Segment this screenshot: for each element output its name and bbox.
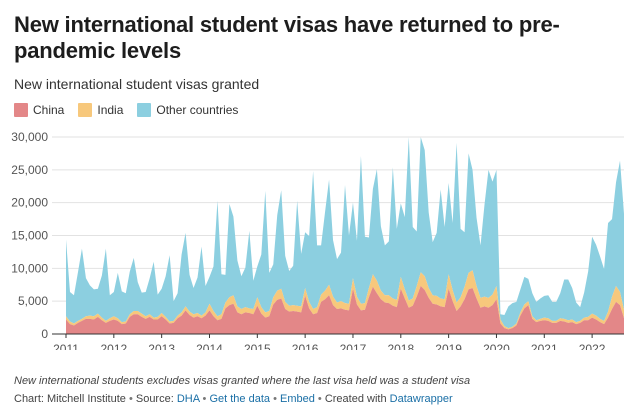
x-tick-label: 2013 bbox=[148, 342, 175, 350]
y-tick-label: 25,000 bbox=[11, 163, 48, 177]
source-label: Source: bbox=[135, 393, 174, 405]
legend-item-china: China bbox=[14, 103, 64, 117]
chart-footer: Chart: Mitchell Institute • Source: DHA … bbox=[14, 393, 453, 405]
area-series bbox=[66, 137, 624, 334]
legend: China India Other countries bbox=[14, 103, 252, 117]
source-link[interactable]: DHA bbox=[176, 393, 200, 405]
chart-title: New international student visas have ret… bbox=[14, 12, 560, 63]
area-other-countries bbox=[66, 137, 624, 329]
x-tick-label: 2017 bbox=[340, 342, 367, 350]
x-axis-tick-labels: 2011 2012 2013 2014 2015 2016 2017 2018 2019 2020… bbox=[52, 333, 624, 350]
x-tick-label: 2019 bbox=[435, 342, 462, 350]
chart-note: New international students excludes visa… bbox=[14, 375, 471, 387]
legend-item-india: India bbox=[78, 103, 123, 117]
y-tick-label: 5,000 bbox=[18, 294, 48, 308]
x-tick-label: 2012 bbox=[100, 342, 127, 350]
legend-item-other: Other countries bbox=[137, 103, 238, 117]
x-tick-label: 2021 bbox=[531, 342, 558, 350]
x-tick-label: 2014 bbox=[196, 342, 223, 350]
get-data-link[interactable]: Get the data bbox=[209, 393, 270, 405]
x-tick-label: 2015 bbox=[244, 342, 271, 350]
footer-separator: • bbox=[317, 393, 322, 405]
x-tick-label: 2022 bbox=[579, 342, 606, 350]
x-tick-label: 2011 bbox=[53, 342, 79, 350]
created-with-label: Created with bbox=[324, 393, 387, 405]
area-india bbox=[66, 270, 624, 330]
chart-credit: Chart: Mitchell Institute bbox=[14, 393, 126, 405]
footer-separator: • bbox=[202, 393, 207, 405]
legend-swatch-china bbox=[14, 103, 28, 117]
legend-label-other: Other countries bbox=[156, 103, 239, 117]
legend-swatch-other bbox=[137, 103, 152, 117]
x-tick-label: 2016 bbox=[292, 342, 319, 350]
y-tick-label: 20,000 bbox=[11, 196, 48, 210]
footer-separator: • bbox=[273, 393, 277, 405]
y-axis-tick-labels: 0 5,000 10,000 15,000 20,000 25,000 30,000 bbox=[11, 130, 48, 341]
legend-label-china: China bbox=[33, 103, 65, 117]
y-tick-label: 0 bbox=[41, 327, 48, 341]
y-tick-label: 10,000 bbox=[11, 261, 48, 275]
x-tick-label: 2018 bbox=[387, 342, 414, 350]
footer-separator: • bbox=[128, 393, 133, 405]
embed-link[interactable]: Embed bbox=[279, 393, 315, 405]
stacked-area-chart: 0 5,000 10,000 15,000 20,000 25,000 30,000 201… bbox=[11, 130, 624, 350]
y-tick-label: 15,000 bbox=[11, 229, 48, 243]
datawrapper-link[interactable]: Datawrapper bbox=[389, 393, 453, 405]
x-tick-label: 2020 bbox=[483, 342, 510, 350]
legend-label-india: India bbox=[97, 103, 124, 117]
area-china bbox=[66, 286, 624, 334]
legend-swatch-india bbox=[78, 103, 93, 117]
y-tick-label: 30,000 bbox=[11, 130, 48, 144]
chart-subtitle: New international student visas granted bbox=[14, 76, 260, 92]
